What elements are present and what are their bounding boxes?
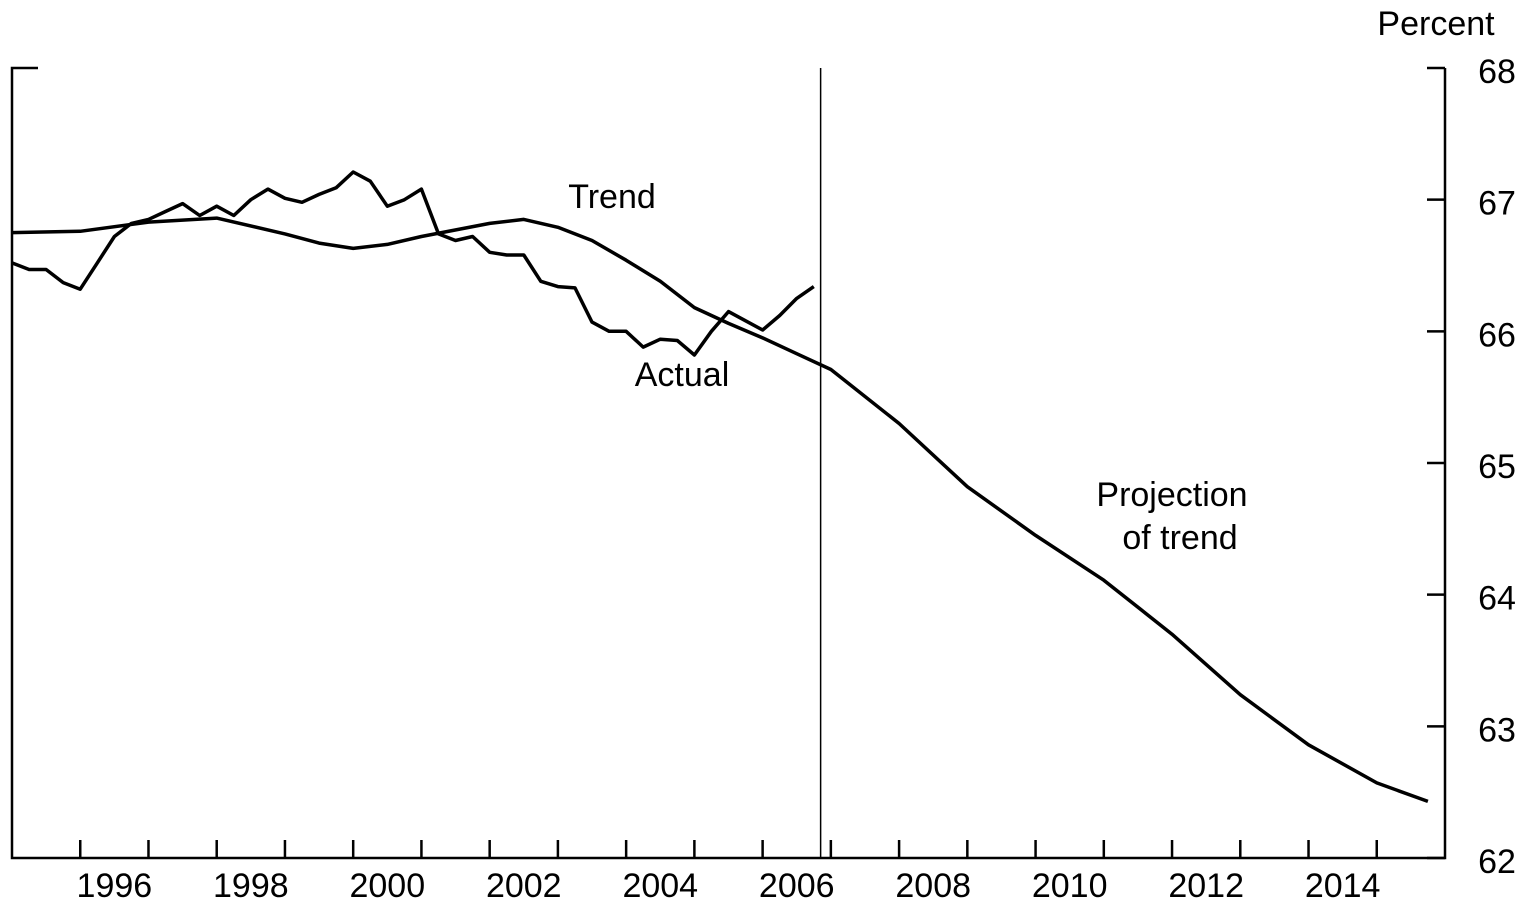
x-tick-label: 2010 [1032,867,1108,905]
x-tick-label: 2012 [1168,867,1244,905]
y-tick-label: 64 [1478,580,1516,618]
annotation: Projection [1096,476,1247,514]
y-tick-label: 63 [1478,711,1516,749]
x-tick-label: 2004 [622,867,698,905]
y-tick-label: 65 [1478,448,1516,486]
series-line [11,216,1429,804]
x-tick-label: 2008 [895,867,971,905]
y-tick-label: 67 [1478,185,1516,223]
x-tick-label: 2000 [349,867,425,905]
annotation: Trend [568,178,656,216]
x-tick-label: 2002 [486,867,562,905]
y-tick-label: 66 [1478,316,1516,354]
x-tick-label: 2006 [759,867,835,905]
y-tick-label: 62 [1478,843,1516,881]
annotation: Actual [635,356,730,394]
x-tick-label: 1998 [213,867,289,905]
y-tick-label: 68 [1478,53,1516,91]
y-axis-label: Percent [1377,5,1495,43]
x-tick-label: 1996 [77,867,153,905]
axis-frame [10,66,1447,860]
annotation: of trend [1122,519,1237,557]
x-tick-label: 2014 [1305,867,1381,905]
series-line [11,170,815,357]
